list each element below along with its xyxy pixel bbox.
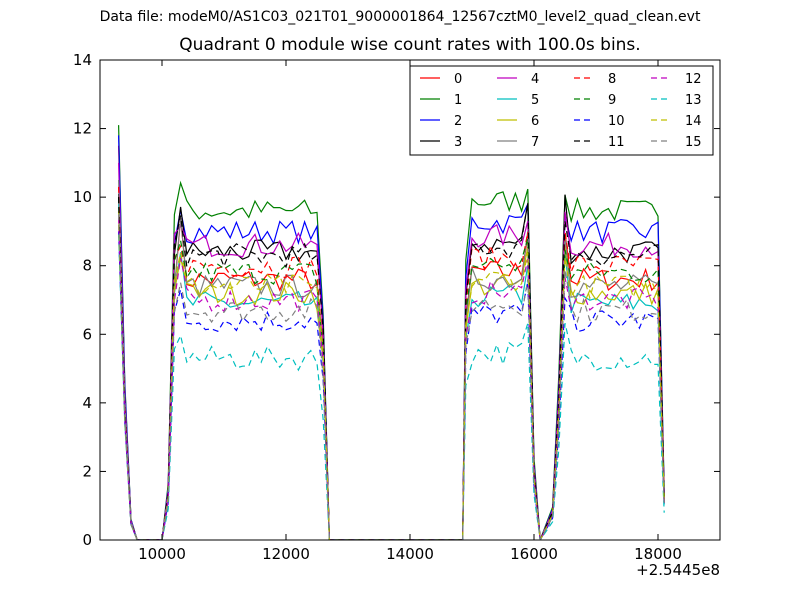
x-tick-label-10000: 10000 (138, 545, 186, 563)
legend-label-5: 5 (531, 93, 539, 108)
legend-label-7: 7 (531, 135, 539, 150)
legend-label-13: 13 (685, 93, 702, 108)
y-tick-label-4: 4 (82, 394, 92, 412)
y-tick-label-10: 10 (73, 188, 92, 206)
x-tick-label-12000: 12000 (262, 545, 310, 563)
legend-label-9: 9 (608, 93, 616, 108)
series-line-2 (118, 135, 665, 540)
chart-title: Quadrant 0 module wise count rates with … (179, 35, 641, 55)
x-tick-label-16000: 16000 (510, 545, 558, 563)
series-line-14 (118, 224, 665, 540)
legend-label-2: 2 (454, 114, 462, 129)
x-tick-label-14000: 14000 (386, 545, 434, 563)
legend-label-0: 0 (454, 72, 462, 87)
x-offset-label: +2.5445e8 (636, 561, 720, 579)
series-lines (118, 125, 665, 540)
series-line-13 (118, 234, 665, 540)
legend-label-12: 12 (685, 72, 702, 87)
y-tick-label-2: 2 (82, 462, 92, 480)
series-line-15 (118, 214, 665, 540)
y-tick-label-6: 6 (82, 325, 92, 343)
series-line-4 (118, 162, 665, 540)
legend-label-3: 3 (454, 135, 462, 150)
y-tick-label-0: 0 (82, 531, 92, 549)
x-tick-label-18000: 18000 (634, 545, 682, 563)
y-tick-label-14: 14 (73, 51, 92, 69)
series-line-0 (118, 145, 665, 540)
series-line-3 (118, 193, 665, 540)
y-tick-label-8: 8 (82, 257, 92, 275)
legend-label-11: 11 (608, 135, 625, 150)
legend-label-14: 14 (685, 114, 702, 129)
series-line-8 (118, 186, 665, 540)
legend-label-10: 10 (608, 114, 625, 129)
y-tick-label-12: 12 (73, 120, 92, 138)
series-line-9 (118, 197, 665, 540)
series-line-6 (118, 210, 665, 540)
series-line-12 (118, 217, 665, 540)
series-line-1 (118, 125, 665, 540)
legend-label-1: 1 (454, 93, 462, 108)
legend-label-8: 8 (608, 72, 616, 87)
series-line-11 (118, 197, 665, 540)
legend-label-6: 6 (531, 114, 539, 129)
figure-suptitle: Data file: modeM0/AS1C03_021T01_90000018… (99, 9, 701, 25)
legend-label-4: 4 (531, 72, 539, 87)
series-line-10 (118, 231, 665, 540)
legend-box (409, 65, 714, 156)
legend-label-15: 15 (685, 135, 702, 150)
